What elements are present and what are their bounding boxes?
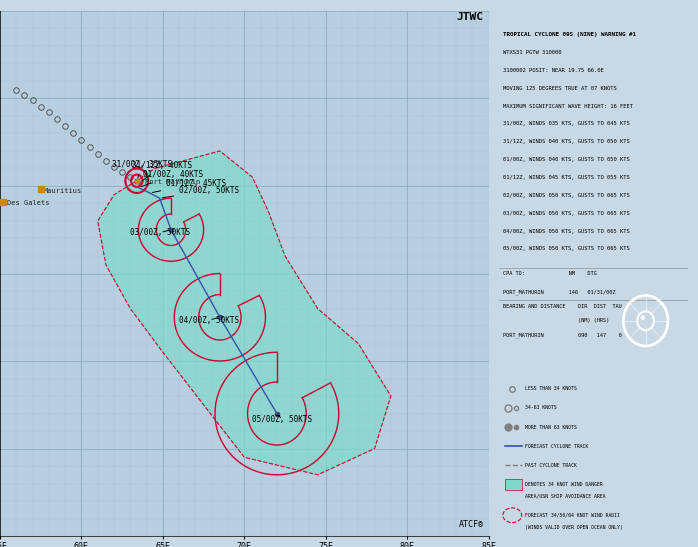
Text: 31/12Z, 40KTS: 31/12Z, 40KTS	[132, 161, 192, 181]
Text: ATCF®: ATCF®	[459, 520, 484, 529]
Text: 05/00Z, 50KTS: 05/00Z, 50KTS	[253, 415, 313, 424]
Text: 03/00Z, 50KTS: 03/00Z, 50KTS	[131, 228, 191, 237]
Text: JTWC: JTWC	[456, 11, 484, 22]
Text: 02/00Z, 50KTS: 02/00Z, 50KTS	[163, 186, 239, 198]
Text: 04/00Z, 50KTS: 04/00Z, 50KTS	[179, 316, 239, 324]
Text: 01/00Z, 40KTS: 01/00Z, 40KTS	[141, 170, 203, 187]
Text: 31/00Z, 35KTS: 31/00Z, 35KTS	[112, 160, 172, 178]
Text: Mauritius: Mauritius	[44, 188, 82, 194]
Text: Des Galets: Des Galets	[6, 200, 49, 206]
Text: Port Mathurin: Port Mathurin	[145, 179, 200, 185]
Text: 01/12Z, 45KTS: 01/12Z, 45KTS	[153, 179, 226, 193]
Polygon shape	[98, 151, 391, 475]
